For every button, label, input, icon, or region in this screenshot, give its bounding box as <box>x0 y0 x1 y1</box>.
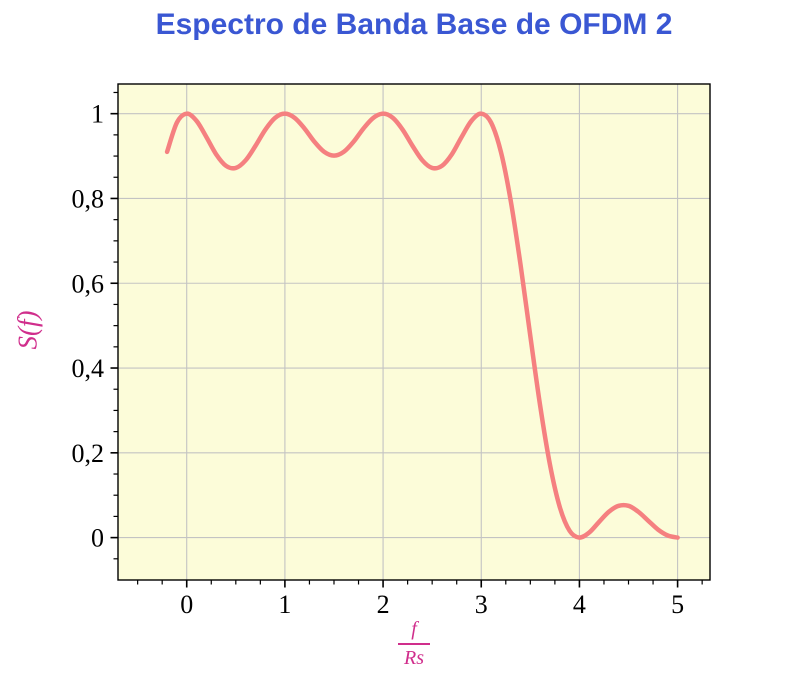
x-axis-label: f Rs <box>398 618 430 670</box>
y-tick-label: 0,2 <box>72 439 105 468</box>
x-axis-label-numerator: f <box>398 618 430 645</box>
x-tick-label: 2 <box>377 590 390 619</box>
x-tick-label: 3 <box>475 590 488 619</box>
plot-background <box>118 84 710 580</box>
x-tick-label: 0 <box>180 590 193 619</box>
y-tick-label: 0,8 <box>72 184 105 213</box>
plot-frame <box>117 83 711 581</box>
y-tick-label: 0,6 <box>72 269 105 298</box>
chart-title: Espectro de Banda Base de OFDM 2 <box>155 8 673 41</box>
y-axis-label: S(f) <box>12 310 43 350</box>
x-axis-label-denominator: Rs <box>404 647 424 669</box>
x-tick-label: 1 <box>278 590 291 619</box>
x-tick-label: 5 <box>671 590 684 619</box>
y-tick-label: 0 <box>91 524 104 553</box>
y-tick-label: 0,4 <box>72 354 105 383</box>
x-axis-label-fraction: f Rs <box>398 618 430 670</box>
x-tick-label: 4 <box>573 590 586 619</box>
spectrum-curve <box>164 111 680 540</box>
y-tick-label: 1 <box>91 100 104 129</box>
